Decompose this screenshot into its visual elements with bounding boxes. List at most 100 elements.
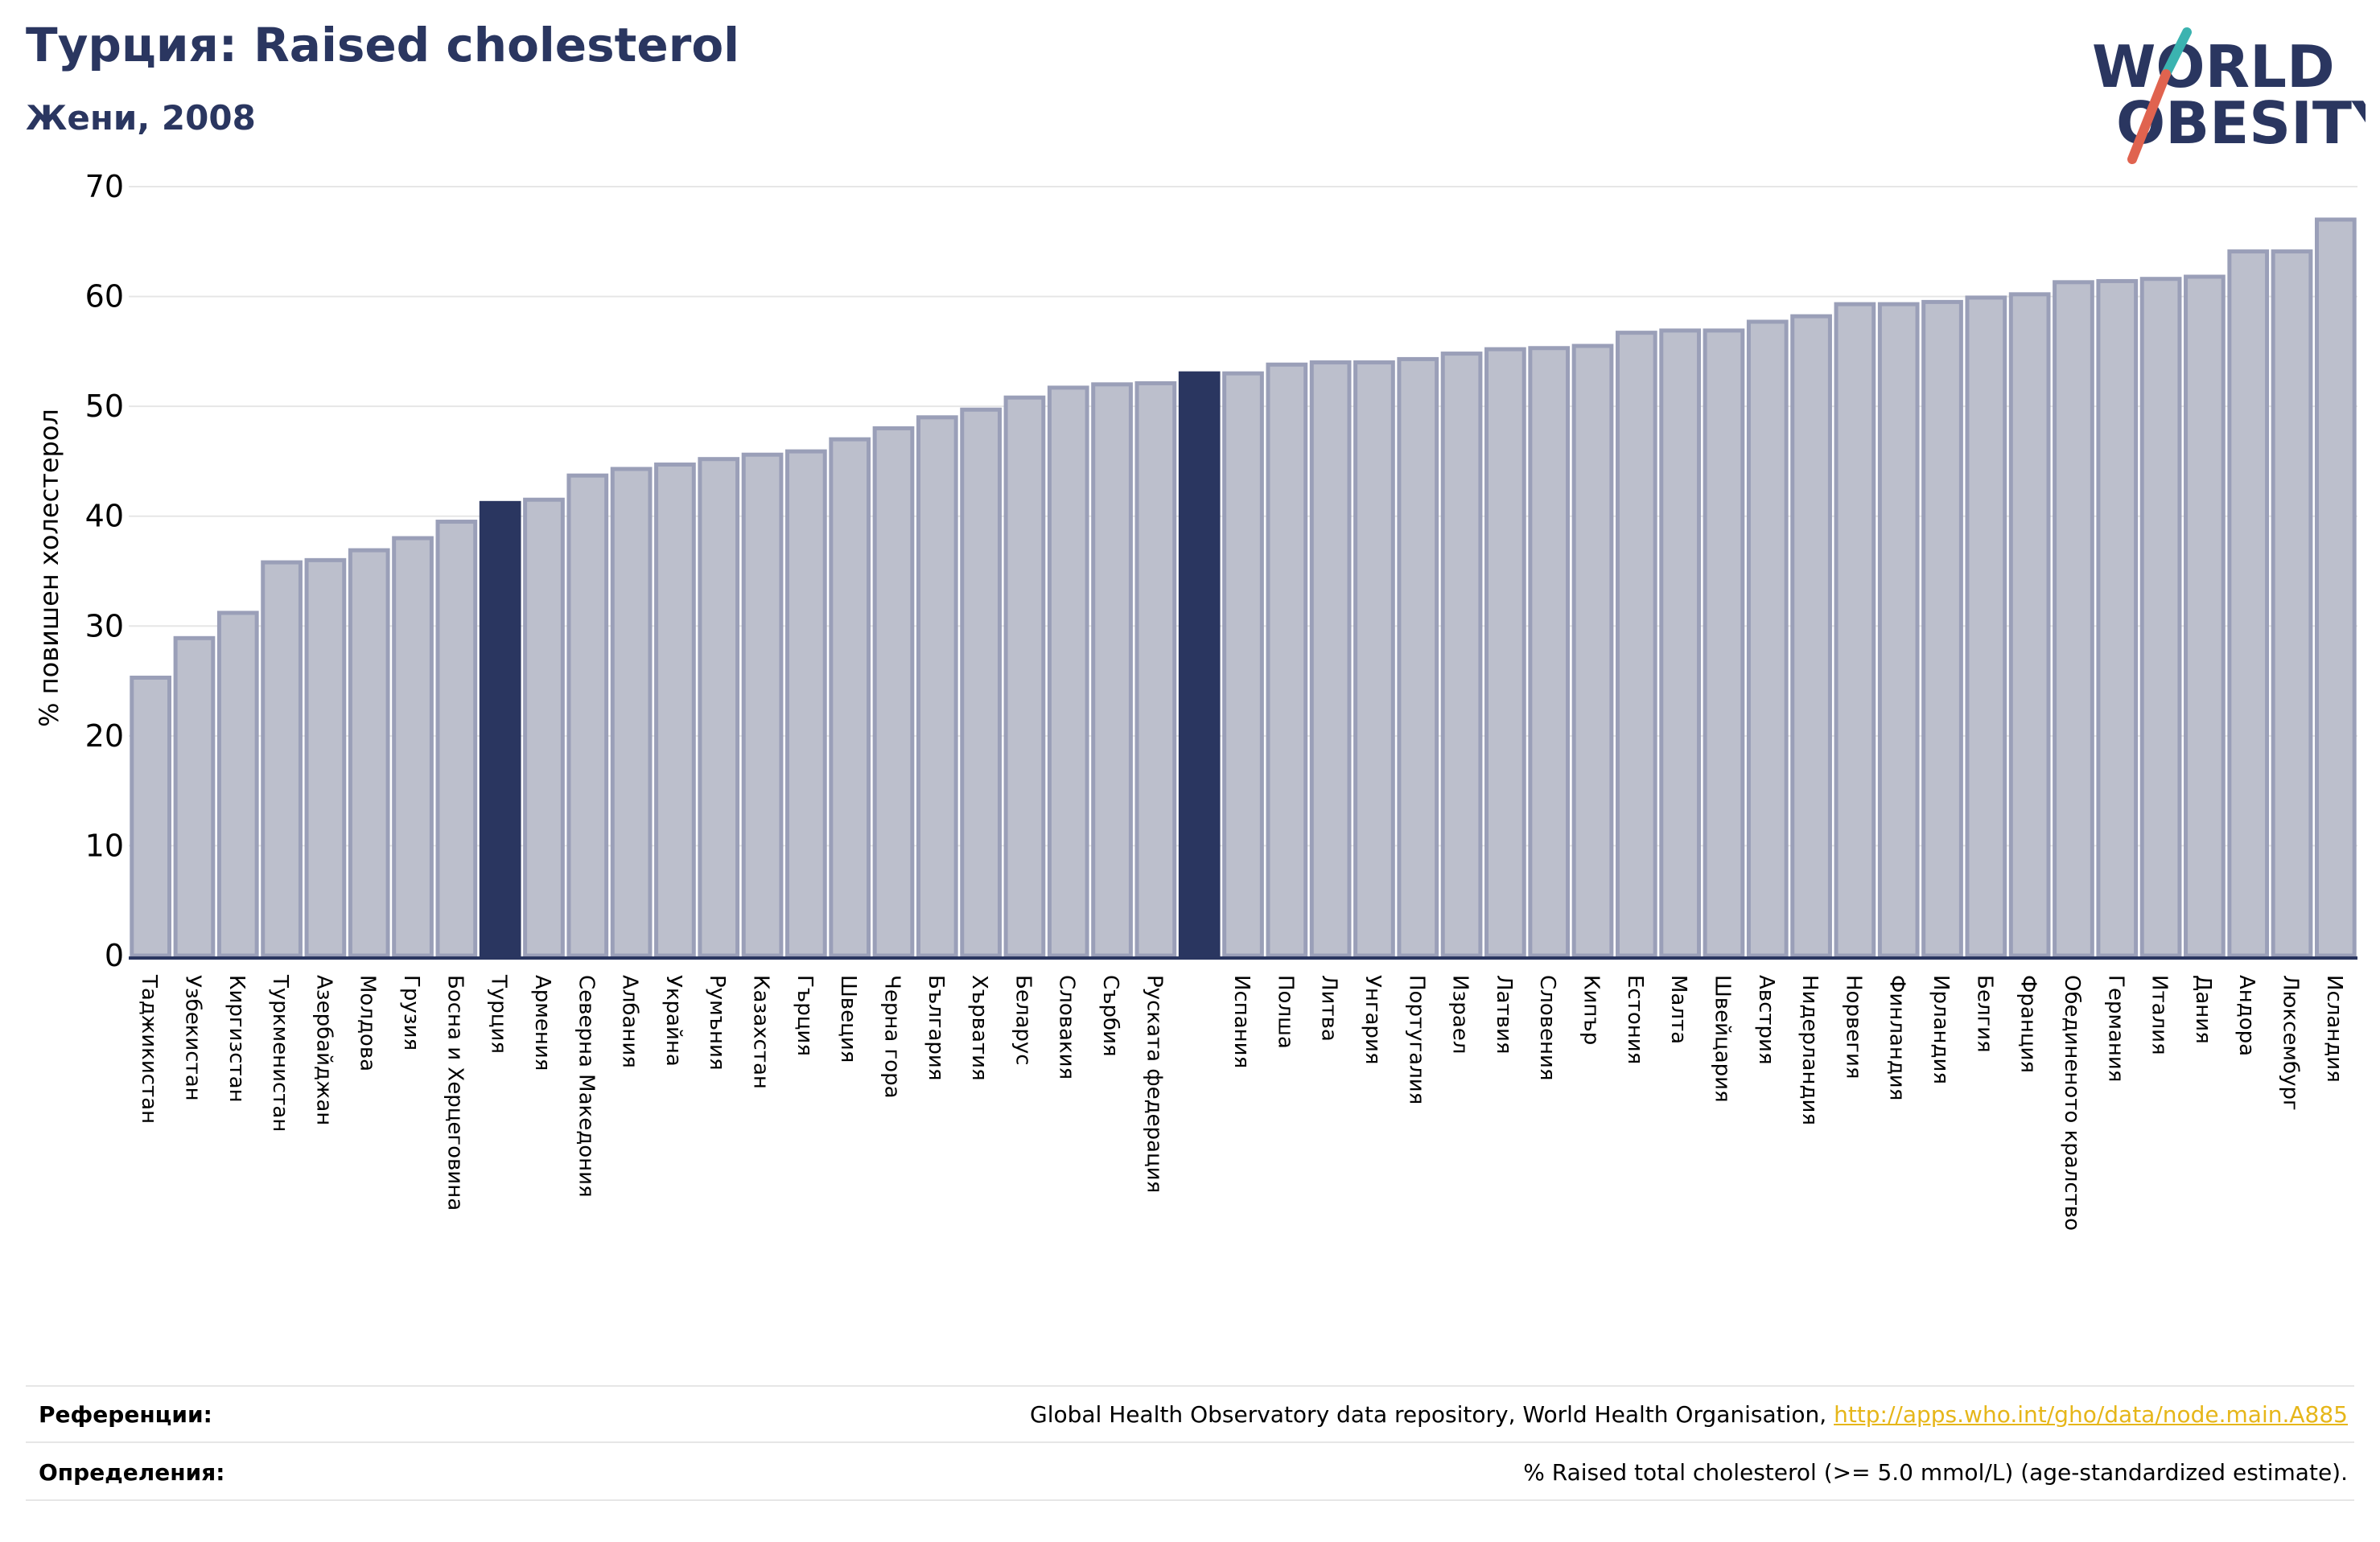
- bar: [741, 452, 784, 958]
- bar: [1484, 347, 1526, 958]
- bar: [2314, 217, 2357, 958]
- world-obesity-logo: WORLD OBESITY: [2092, 27, 2366, 164]
- x-tick-label: Нидерландия: [1797, 975, 1822, 1125]
- x-tick-label: Естония: [1623, 975, 1647, 1064]
- y-tick-label: 10: [85, 828, 124, 863]
- bar: [1834, 302, 1876, 958]
- x-tick-label: Босна и Херцеговина: [443, 975, 467, 1211]
- bar: [872, 426, 915, 958]
- definitions-text: % Raised total cholesterol (>= 5.0 mmol/…: [1523, 1459, 2348, 1486]
- bar: [2227, 249, 2270, 958]
- y-tick-label: 70: [85, 169, 124, 204]
- x-tick-label: Латвия: [1492, 975, 1516, 1055]
- bar: [2053, 280, 2094, 958]
- bar: [1397, 356, 1439, 958]
- bar: [654, 463, 696, 958]
- x-tick-label: Черна гора: [879, 975, 904, 1099]
- bar: [1309, 360, 1352, 958]
- bar: [2008, 292, 2051, 958]
- x-tick-label: Северна Македония: [574, 975, 598, 1198]
- axes: 0 10 20 30 40 50 60 70 Таджикистан Узбекистан Кирг…: [85, 169, 2357, 1231]
- bar: [1921, 299, 1963, 958]
- footer-divider-top: [26, 1385, 2354, 1387]
- x-tick-label: Словакия: [1055, 975, 1079, 1079]
- y-tick-label: 0: [105, 938, 124, 973]
- bar: [1615, 331, 1657, 958]
- x-tick-label: Франция: [2016, 975, 2040, 1073]
- x-tick-label: Испания: [1229, 975, 1254, 1068]
- x-tick-label: Португалия: [1404, 975, 1428, 1104]
- references-text: Global Health Observatory data repositor…: [1030, 1401, 2348, 1428]
- bar: [1353, 360, 1395, 958]
- x-tick-label: Украйна: [661, 975, 686, 1067]
- bar: [1047, 385, 1089, 958]
- x-tick-label: Туркменистан: [268, 974, 292, 1132]
- logo-world-text: WORLD: [2092, 33, 2335, 101]
- x-tick-label: Сърбия: [1098, 975, 1122, 1057]
- x-tick-label: Белгия: [1972, 975, 1996, 1053]
- x-tick-label: Израел: [1448, 975, 1472, 1054]
- bar: [348, 548, 390, 958]
- bar: [1134, 380, 1177, 958]
- bar: [523, 497, 565, 958]
- bar: [1790, 314, 1832, 958]
- bar: [916, 415, 958, 958]
- bar: [304, 557, 347, 958]
- bar: [1222, 371, 1264, 958]
- x-tick-label: Молдова: [356, 975, 380, 1071]
- y-axis-label: % повишен холестерол: [34, 409, 64, 727]
- x-tick-label: Унгария: [1361, 975, 1385, 1064]
- bars: [130, 217, 2357, 958]
- bar: [261, 560, 303, 958]
- logo-slash-teal-icon: [2161, 27, 2192, 79]
- chart-subtitle: Жени, 2008: [26, 98, 256, 138]
- bar: [829, 437, 871, 958]
- x-tick-label: Хърватия: [967, 975, 991, 1081]
- x-tick-label: Азербайджан: [311, 975, 336, 1125]
- x-tick-label: Обединеното кралство: [2060, 975, 2084, 1231]
- x-tick-label: Германия: [2103, 975, 2127, 1082]
- bar: [130, 675, 172, 958]
- bar: [1877, 302, 1920, 958]
- bar: [216, 611, 259, 958]
- y-tick-label: 40: [85, 499, 124, 534]
- bar: [2139, 277, 2182, 958]
- bar: [1571, 343, 1614, 958]
- bar: [566, 473, 609, 958]
- x-tick-label: България: [924, 975, 948, 1080]
- bar: [2271, 249, 2313, 958]
- x-tick-label: Ирландия: [1929, 975, 1953, 1084]
- bar: [698, 457, 740, 958]
- x-tick-label: Турция: [487, 974, 511, 1054]
- x-tick-label: Кипър: [1579, 975, 1604, 1045]
- references-label: Референции:: [39, 1401, 212, 1428]
- x-tick-label: Казахстан: [749, 975, 773, 1089]
- x-tick-label: Андора: [2234, 975, 2259, 1056]
- bar: [1703, 328, 1745, 958]
- bar: [1266, 362, 1308, 958]
- x-tick-label: Швеция: [836, 975, 860, 1063]
- bar: [1440, 352, 1483, 958]
- x-tick-label: Италия: [2147, 975, 2172, 1055]
- bar: [1178, 371, 1221, 958]
- x-tick-label: Дания: [2191, 975, 2215, 1044]
- bar: [1659, 328, 1701, 958]
- references-link[interactable]: http://apps.who.int/gho/data/node.main.A…: [1834, 1401, 2348, 1428]
- y-tick-label: 20: [85, 718, 124, 754]
- y-tick-label: 60: [85, 279, 124, 315]
- bar: [1746, 319, 1789, 958]
- x-tick-label: Исландия: [2322, 975, 2346, 1083]
- chart-title: Турция: Raised cholesterol: [26, 18, 740, 72]
- x-tick-label: Малта: [1666, 975, 1690, 1044]
- references-source: Global Health Observatory data repositor…: [1030, 1401, 1834, 1428]
- bar: [1965, 295, 2007, 958]
- x-tick-label: Киргизстан: [224, 975, 249, 1103]
- x-tick-label: Беларус: [1011, 975, 1035, 1066]
- bar: [173, 635, 216, 958]
- bar: [479, 500, 521, 958]
- bar: [1003, 395, 1046, 958]
- x-tick-label: Грузия: [399, 975, 423, 1051]
- x-tick-label: Словения: [1535, 975, 1559, 1081]
- x-tick-label: Армения: [530, 975, 554, 1071]
- x-tick-label: Литва: [1317, 975, 1341, 1042]
